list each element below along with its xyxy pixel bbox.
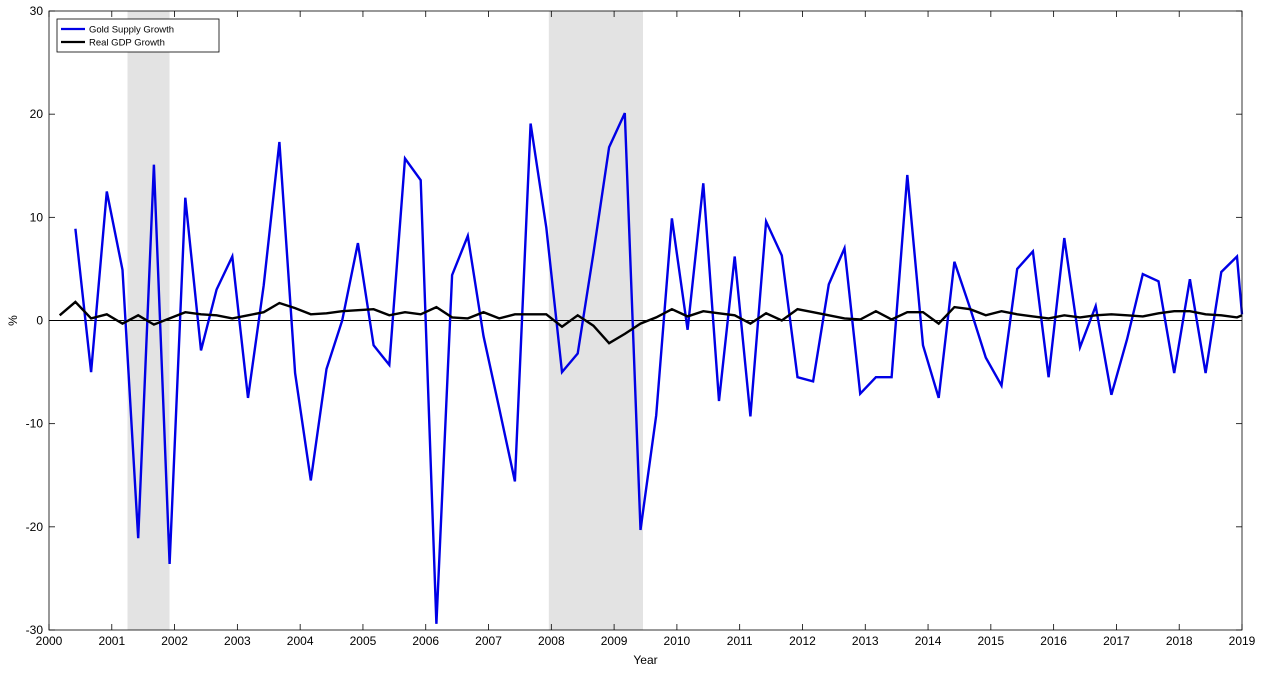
x-axis-label: Year xyxy=(633,653,657,667)
x-tick-label: 2018 xyxy=(1166,634,1193,648)
legend-label: Real GDP Growth xyxy=(89,38,165,49)
y-axis-label: % xyxy=(6,315,20,326)
y-tick-label: 30 xyxy=(30,4,44,18)
y-axis-ticks: -30 -20 -10 0 10 20 30 xyxy=(26,4,1242,637)
series-lines xyxy=(58,112,1244,624)
x-tick-label: 2006 xyxy=(412,634,439,648)
x-tick-label: 2002 xyxy=(161,634,188,648)
x-tick-label: 2016 xyxy=(1040,634,1067,648)
x-tick-label: 2015 xyxy=(977,634,1004,648)
x-tick-label: 2012 xyxy=(789,634,816,648)
series-line-gold-supply-growth xyxy=(74,112,1244,624)
y-tick-label: -20 xyxy=(26,520,44,534)
legend-label: Gold Supply Growth xyxy=(89,25,174,36)
y-tick-label: 10 xyxy=(30,210,44,224)
legend-box xyxy=(56,18,220,53)
x-tick-label: 2007 xyxy=(475,634,502,648)
x-tick-label: 2001 xyxy=(98,634,125,648)
x-tick-label: 2000 xyxy=(36,634,63,648)
x-tick-label: 2009 xyxy=(601,634,628,648)
x-tick-label: 2008 xyxy=(538,634,565,648)
x-tick-label: 2017 xyxy=(1103,634,1130,648)
x-tick-label: 2013 xyxy=(852,634,879,648)
x-tick-label: 2011 xyxy=(727,634,753,648)
x-tick-label: 2004 xyxy=(287,634,314,648)
x-tick-label: 2010 xyxy=(664,634,691,648)
x-tick-label: 2003 xyxy=(224,634,251,648)
y-tick-label: 0 xyxy=(36,314,43,328)
series-line-real-gdp-growth xyxy=(58,300,1243,345)
y-tick-label: -30 xyxy=(26,623,44,637)
y-tick-label: 20 xyxy=(30,107,44,121)
x-axis-ticks: 2000 2001 2002 2003 2004 2005 2006 2007 2008 2009… xyxy=(36,11,1256,648)
y-tick-label: -10 xyxy=(26,417,44,431)
legend: Gold Supply Growth Real GDP Growth xyxy=(56,18,220,53)
x-tick-label: 2019 xyxy=(1229,634,1256,648)
x-tick-label: 2014 xyxy=(915,634,942,648)
x-tick-label: 2005 xyxy=(350,634,377,648)
